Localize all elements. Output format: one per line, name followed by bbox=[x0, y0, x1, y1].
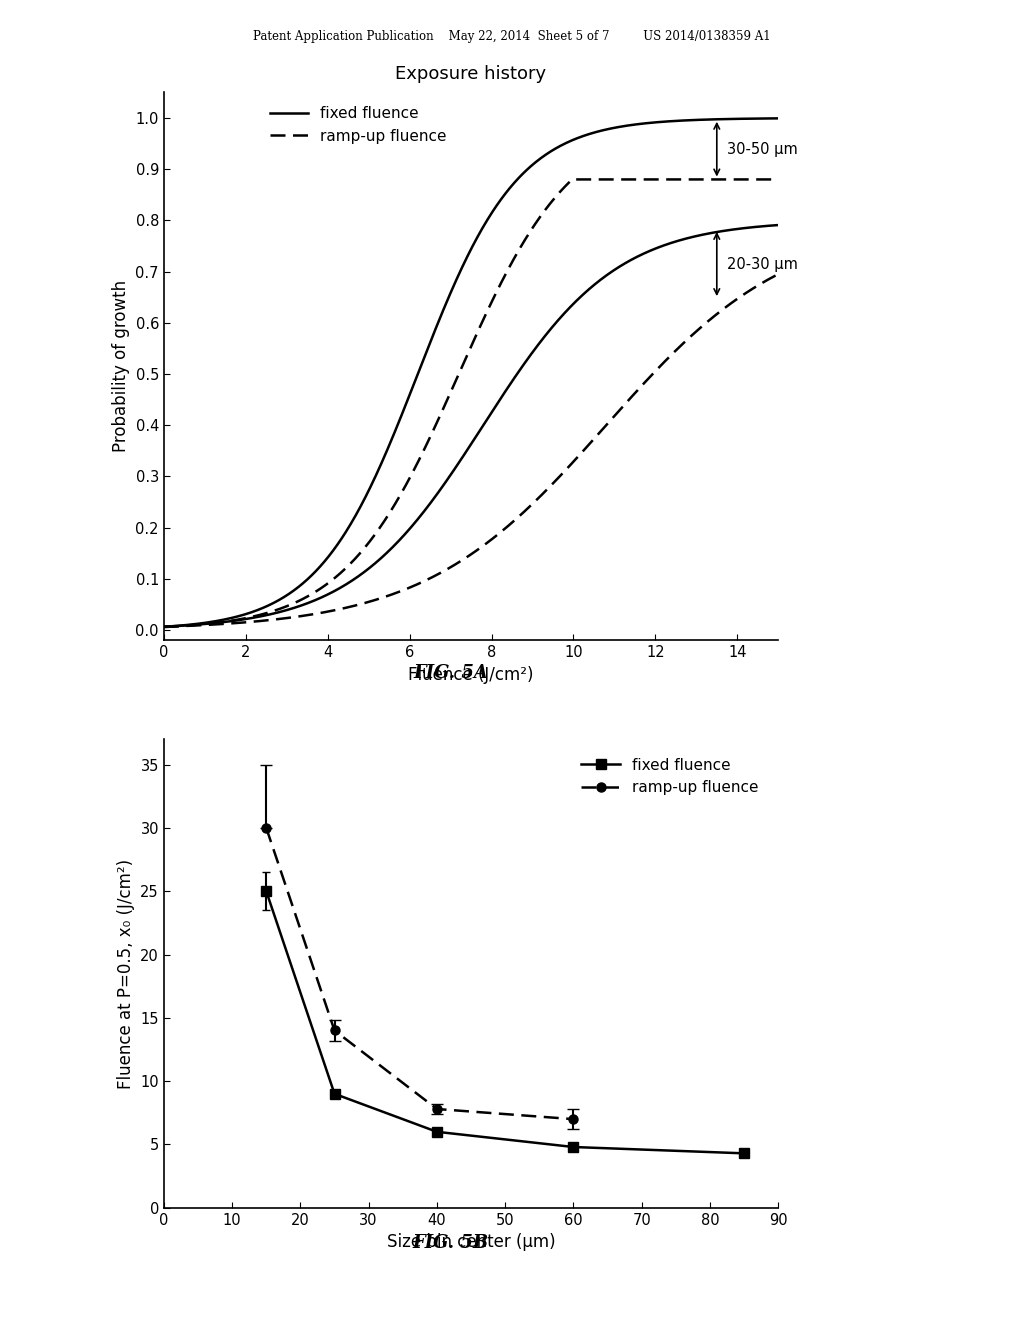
Text: FIG. 5B: FIG. 5B bbox=[413, 1234, 488, 1253]
X-axis label: Size bin center (μm): Size bin center (μm) bbox=[387, 1233, 555, 1251]
fixed fluence bbox=[329, 1086, 341, 1102]
ramp-up fluence bbox=[431, 1101, 443, 1117]
Text: FIG. 5A: FIG. 5A bbox=[413, 664, 488, 682]
fixed fluence bbox=[431, 1123, 443, 1139]
ramp-up fluence bbox=[567, 1111, 580, 1127]
X-axis label: Fluence (J/cm²): Fluence (J/cm²) bbox=[409, 665, 534, 684]
fixed fluence bbox=[567, 1139, 580, 1155]
ramp-up fluence bbox=[260, 820, 272, 836]
Legend: fixed fluence, ramp-up fluence: fixed fluence, ramp-up fluence bbox=[263, 100, 453, 150]
ramp-up fluence bbox=[329, 1023, 341, 1039]
Title: Exposure history: Exposure history bbox=[395, 65, 547, 83]
Y-axis label: Fluence at P=0.5, x₀ (J/cm²): Fluence at P=0.5, x₀ (J/cm²) bbox=[117, 858, 135, 1089]
Text: 20-30 μm: 20-30 μm bbox=[727, 256, 798, 272]
Legend: fixed fluence, ramp-up fluence: fixed fluence, ramp-up fluence bbox=[575, 751, 765, 801]
Y-axis label: Probability of growth: Probability of growth bbox=[112, 280, 130, 453]
fixed fluence bbox=[260, 883, 272, 899]
Text: 30-50 μm: 30-50 μm bbox=[727, 141, 798, 157]
Line: fixed fluence: fixed fluence bbox=[262, 887, 749, 1158]
fixed fluence bbox=[738, 1146, 751, 1162]
Text: Patent Application Publication    May 22, 2014  Sheet 5 of 7         US 2014/013: Patent Application Publication May 22, 2… bbox=[253, 30, 771, 44]
Line: ramp-up fluence: ramp-up fluence bbox=[262, 824, 578, 1123]
